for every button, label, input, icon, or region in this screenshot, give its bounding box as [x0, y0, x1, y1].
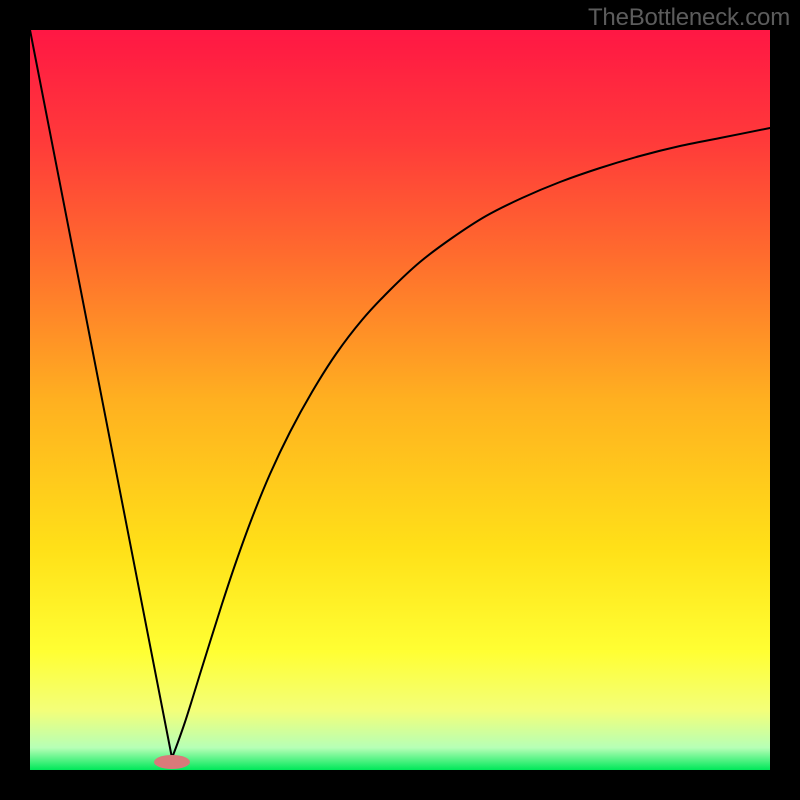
bottleneck-curve-plot [0, 0, 800, 800]
optimal-marker [154, 755, 190, 769]
watermark-text: TheBottleneck.com [588, 4, 790, 32]
chart-container: TheBottleneck.com [0, 0, 800, 800]
plot-background [30, 30, 770, 770]
